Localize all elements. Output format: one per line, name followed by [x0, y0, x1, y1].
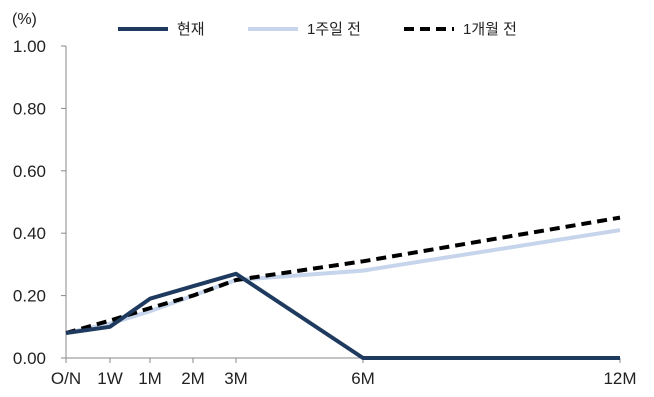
y-axis-unit-label: (%)	[12, 11, 37, 28]
x-tick-label: O/N	[51, 369, 81, 388]
series-line-1-week-ago	[65, 228, 621, 335]
x-tick-label: 3M	[224, 369, 248, 388]
legend-label: 현재	[177, 21, 205, 38]
y-tick-label: 0.40	[13, 224, 46, 243]
x-tick-label: 12M	[603, 369, 636, 388]
x-tick-label: 1W	[97, 369, 123, 388]
axes: 0.00 0.20 0.40 0.60 0.80 1.00 O/N 1W 1M 2M 3M 6M 12M	[13, 37, 637, 388]
legend-label: 1개월 전	[463, 21, 517, 38]
y-tick-label: 0.00	[13, 349, 46, 368]
y-tick-label: 1.00	[13, 37, 46, 56]
x-tick-label: 2M	[181, 369, 205, 388]
y-tick-label: 0.80	[13, 99, 46, 118]
x-tick-label: 1M	[138, 369, 162, 388]
legend: 현재 1주일 전 1개월 전	[118, 21, 517, 38]
x-tick-label: 6M	[351, 369, 375, 388]
y-tick-label: 0.60	[13, 162, 46, 181]
series-layer	[65, 215, 621, 360]
series-line-1-month-ago	[65, 215, 621, 335]
legend-label: 1주일 전	[307, 21, 361, 38]
y-tick-label: 0.20	[13, 287, 46, 306]
series-line-current	[65, 271, 620, 360]
